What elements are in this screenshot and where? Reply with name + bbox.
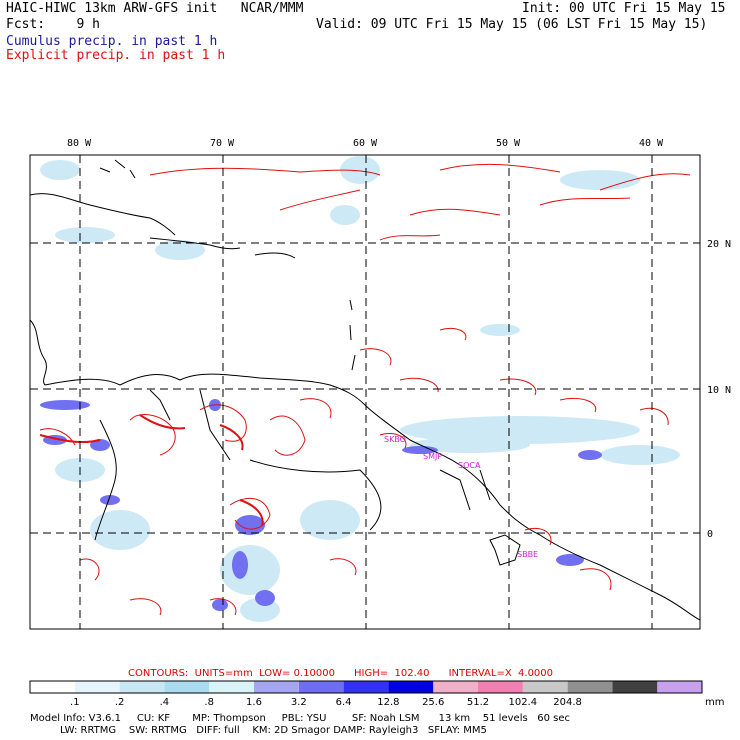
colorbar-tick: .1 [70,697,80,708]
lat-lon-grid [30,155,700,629]
lon-label-80w: 80 W [67,138,92,149]
lat-label-10n: 10 N [707,385,731,396]
city-smjp: SMJP [423,452,442,461]
explicit-contours [39,163,691,616]
colorbar-segment [74,681,120,693]
colorbar-tick: 1.6 [246,697,262,708]
colorbar-tick: 51.2 [467,697,489,708]
explicit-heavy-cells [39,414,264,526]
colorbar-segment [254,681,299,693]
city-soca: SOCA [458,461,481,470]
city-sbbe: SBBE [517,550,538,559]
contours-info: CONTOURS: UNITS=mm LOW= 0.10000 HIGH= 10… [128,668,554,679]
colorbar-tick: 12.8 [377,697,399,708]
cumulus-legend: Cumulus precip. in past 1 h [6,34,218,49]
colorbar-tick: .4 [160,697,170,708]
colorbar-segment [478,681,523,693]
explicit-legend: Explicit precip. in past 1 h [6,48,226,63]
colorbar: .1 .2 .4 .8 1.6 3.2 6.4 12.8 25.6 51.2 102.4 204.8 [29,680,703,708]
city-markers: SKBO SMJP SOCA SBBE [384,435,538,559]
colorbar-tick: 204.8 [553,697,582,708]
colorbar-segment [567,681,613,693]
colorbar-segment [522,681,568,693]
map-frame [29,154,701,630]
colorbar-segment [388,681,434,693]
lon-label-40w: 40 W [639,138,664,149]
colorbar-segment [298,681,344,693]
forecast-hour: Fcst: 9 h [6,17,100,32]
lon-label-50w: 50 W [496,138,521,149]
valid-time: Valid: 09 UTC Fri 15 May 15 (06 LST Fri … [316,17,708,32]
lat-label-0: 0 [707,529,713,540]
coastlines [30,159,700,621]
init-time: Init: 00 UTC Fri 15 May 15 [522,1,726,16]
colorbar-tick: 3.2 [291,697,307,708]
lon-label-70w: 70 W [210,138,235,149]
cumulus-light-patches [40,156,680,622]
colorbar-segment [433,681,478,693]
colorbar-segment [209,681,254,693]
colorbar-tick: 102.4 [508,697,537,708]
model-info-line2: LW: RRTMG SW: RRTMG DIFF: full KM: 2D Sm… [60,725,487,736]
city-skbo: SKBO [384,435,406,444]
colorbar-units: mm [705,697,725,708]
colorbar-tick: 25.6 [422,697,444,708]
colorbar-segment [657,681,702,693]
colorbar-segment [343,681,389,693]
colorbar-tick: .8 [204,697,214,708]
lon-label-60w: 60 W [353,138,378,149]
colorbar-segment [30,681,75,693]
colorbar-segment [612,681,658,693]
colorbar-tick: .2 [115,697,125,708]
colorbar-segment [119,681,165,693]
model-info-line1: Model Info: V3.6.1 CU: KF MP: Thompson P… [30,713,570,724]
colorbar-tick: 6.4 [336,697,352,708]
model-title: HAIC-HIWC 13km ARW-GFS init NCAR/MMM [6,1,304,16]
lat-label-20n: 20 N [707,239,731,250]
colorbar-segment [164,681,210,693]
